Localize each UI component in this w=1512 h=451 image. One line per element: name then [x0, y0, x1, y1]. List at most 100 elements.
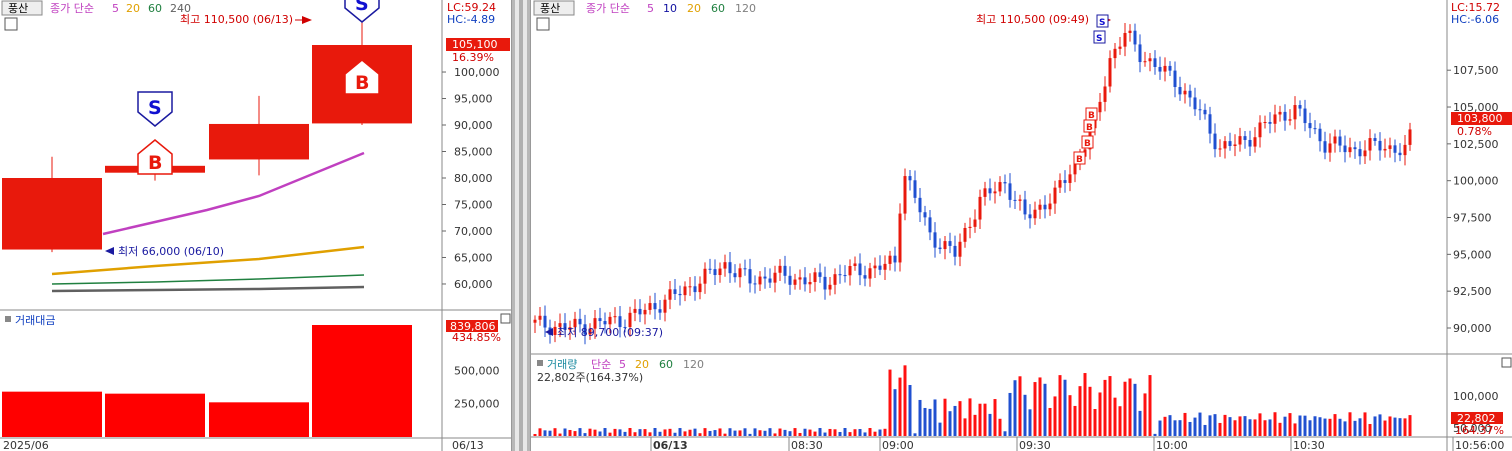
volume-bar[interactable] [1168, 415, 1172, 436]
grid-toggle-icon[interactable] [536, 17, 550, 31]
candle-body[interactable] [583, 324, 587, 335]
volume-bar[interactable] [1103, 379, 1107, 436]
candle-body[interactable] [1293, 105, 1297, 120]
volume-bar[interactable] [1098, 392, 1102, 436]
volume-bar[interactable] [663, 429, 667, 436]
candle-body[interactable] [1028, 214, 1032, 219]
volume-bar[interactable] [773, 433, 777, 436]
candle-body[interactable] [803, 277, 807, 285]
candle-body[interactable] [808, 282, 812, 285]
volume-bar[interactable] [1088, 386, 1092, 436]
volume-bar[interactable] [828, 428, 832, 436]
candle-body[interactable] [853, 263, 857, 266]
volume-bar[interactable] [209, 402, 309, 437]
volume-bar[interactable] [588, 428, 592, 436]
candle-body[interactable] [753, 283, 757, 285]
volume-bar[interactable] [643, 429, 647, 436]
candle-body[interactable] [858, 263, 862, 276]
volume-bar[interactable] [613, 428, 617, 436]
candle-body[interactable] [2, 178, 102, 250]
candle-body[interactable] [993, 191, 997, 194]
volume-bar[interactable] [1223, 414, 1227, 436]
volume-bar[interactable] [1028, 409, 1032, 436]
candle-body[interactable] [933, 232, 937, 248]
candle-body[interactable] [1343, 145, 1347, 153]
volume-bar[interactable] [923, 407, 927, 436]
candle-body[interactable] [1158, 66, 1162, 72]
volume-bar[interactable] [928, 408, 932, 436]
candle-body[interactable] [1038, 204, 1042, 210]
candle-body[interactable] [633, 308, 637, 313]
volume-bar[interactable] [603, 428, 607, 436]
volume-bar[interactable] [1293, 423, 1297, 436]
candle-body[interactable] [1128, 30, 1132, 33]
candle-body[interactable] [573, 318, 577, 328]
volume-bar[interactable] [798, 432, 802, 436]
volume-bar[interactable] [908, 385, 912, 436]
grid-toggle-icon[interactable] [4, 17, 18, 31]
volume-bar[interactable] [1318, 417, 1322, 436]
candle-body[interactable] [918, 197, 922, 213]
candle-body[interactable] [1393, 145, 1397, 153]
volume-bar[interactable] [598, 431, 602, 436]
volume-bar[interactable] [1163, 416, 1167, 436]
candle-body[interactable] [778, 265, 782, 273]
candle-body[interactable] [1233, 144, 1237, 146]
candle-body[interactable] [1113, 48, 1117, 59]
candle-body[interactable] [863, 275, 867, 279]
volume-bar[interactable] [833, 429, 837, 436]
panel-splitter[interactable] [512, 0, 530, 451]
volume-bar[interactable] [848, 432, 852, 436]
volume-bar[interactable] [1018, 376, 1022, 436]
candle-body[interactable] [878, 265, 882, 270]
candle-body[interactable] [648, 303, 652, 310]
volume-bar[interactable] [963, 418, 967, 436]
volume-bar[interactable] [743, 428, 747, 436]
candle-body[interactable] [683, 286, 687, 296]
volume-bar[interactable] [808, 429, 812, 436]
volume-bar[interactable] [568, 429, 572, 436]
volume-bar[interactable] [1333, 414, 1337, 436]
volume-bar[interactable] [823, 432, 827, 436]
candle-body[interactable] [733, 273, 737, 278]
candle-body[interactable] [1188, 90, 1192, 98]
candle-body[interactable] [568, 327, 572, 330]
candle-body[interactable] [838, 274, 842, 276]
volume-bar[interactable] [1138, 410, 1142, 436]
candle-body[interactable] [1133, 30, 1137, 45]
candle-body[interactable] [798, 277, 802, 280]
volume-bar[interactable] [1128, 378, 1132, 436]
candle-body[interactable] [1348, 147, 1352, 153]
candle-body[interactable] [588, 328, 592, 335]
candle-body[interactable] [1018, 199, 1022, 201]
candle-body[interactable] [793, 279, 797, 285]
volume-bar[interactable] [583, 433, 587, 436]
volume-bar[interactable] [658, 431, 662, 436]
volume-bar[interactable] [1158, 420, 1162, 436]
candle-body[interactable] [763, 276, 767, 279]
volume-bar[interactable] [1123, 381, 1127, 436]
candle-body[interactable] [1048, 203, 1052, 210]
volume-bar[interactable] [1148, 375, 1152, 436]
candle-body[interactable] [209, 123, 309, 160]
candle-body[interactable] [843, 275, 847, 277]
candle-body[interactable] [1108, 58, 1112, 87]
volume-bar[interactable] [1358, 418, 1362, 436]
volume-bar[interactable] [1288, 413, 1292, 436]
volume-bar[interactable] [548, 430, 552, 436]
volume-bar[interactable] [983, 403, 987, 436]
volume-bar[interactable] [1043, 383, 1047, 436]
candle-body[interactable] [1248, 139, 1252, 147]
candle-body[interactable] [1328, 143, 1332, 153]
candle-body[interactable] [953, 245, 957, 257]
candle-body[interactable] [888, 255, 892, 264]
volume-bar[interactable] [763, 430, 767, 436]
candle-body[interactable] [673, 289, 677, 294]
candle-body[interactable] [1333, 136, 1337, 144]
candle-body[interactable] [1123, 32, 1127, 47]
candle-body[interactable] [818, 272, 822, 277]
candle-body[interactable] [1178, 87, 1182, 95]
volume-bar[interactable] [1263, 420, 1267, 436]
candle-body[interactable] [1193, 97, 1197, 110]
